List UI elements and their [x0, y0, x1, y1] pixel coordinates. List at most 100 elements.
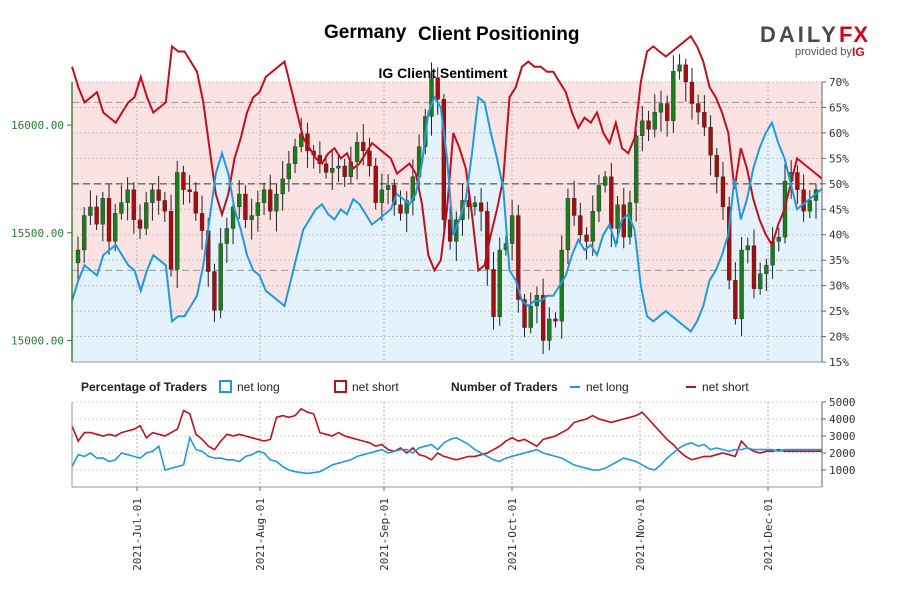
candle-body — [199, 213, 205, 231]
candle-body — [385, 185, 391, 190]
date-tick-label: 2021-Dec-01 — [762, 498, 775, 571]
legend-num-long: net long — [570, 380, 629, 394]
candle-body — [646, 120, 651, 130]
price-candles — [75, 53, 819, 355]
chart-subtitle: IG Client Sentiment — [378, 65, 508, 81]
candle-body — [578, 215, 583, 236]
net-long-pct-line — [71, 95, 823, 333]
candle-body — [94, 206, 99, 225]
short-square-icon — [334, 380, 347, 393]
sub-axes: 1000 2000 3000 4000 5000 — [71, 396, 856, 488]
ig-logo: IG — [852, 45, 865, 59]
date-tick-label: 2021-Sep-01 — [378, 498, 391, 571]
candle-body — [175, 172, 180, 270]
pct-tick-label: 45% — [829, 203, 849, 216]
date-tick-label: 2021-Jul-01 — [131, 498, 144, 571]
candle-body — [255, 202, 260, 216]
candle-body — [373, 165, 378, 203]
main-axes: 15% 20% 25% 30% 35% 40% 45% 50% 55% 60% 65% 70% 1500… — [11, 76, 849, 369]
logo-fx-text: FX — [838, 22, 870, 47]
pct-tick-label: 55% — [829, 152, 849, 165]
candle-body — [268, 189, 273, 212]
main-plot-background — [72, 82, 822, 363]
candle-body — [131, 189, 136, 220]
pct-tick-label: 65% — [829, 101, 849, 114]
candle-body — [292, 146, 298, 164]
count-tick-label: 5000 — [829, 396, 856, 409]
candle-body — [702, 112, 707, 128]
candle-body — [144, 202, 149, 229]
logo-daily-text: DAILY — [760, 22, 839, 47]
candle-body — [807, 200, 812, 212]
candle-body — [758, 273, 763, 289]
candle-body — [615, 204, 620, 229]
pct-tick-label: 50% — [829, 178, 849, 191]
candle-body — [249, 215, 254, 220]
pct-tick-label: 35% — [829, 254, 849, 267]
price-tick-label: 16000.00 — [11, 119, 64, 132]
candle-body — [745, 245, 750, 251]
net-short-count-line — [71, 407, 822, 461]
candle-body — [119, 202, 124, 214]
candle-body — [286, 163, 292, 180]
candle-body — [187, 189, 192, 192]
legend-pct-long: net long — [219, 380, 280, 394]
candle-body — [212, 271, 217, 311]
date-axis: 2021-Jul-01 2021-Aug-01 2021-Sep-01 2021-Oc… — [131, 487, 775, 571]
candle-body — [441, 99, 447, 220]
candle-body — [776, 236, 781, 242]
logo-provided-by: provided by — [795, 46, 852, 58]
candle-body — [565, 198, 571, 251]
candle-body — [795, 172, 800, 190]
candle-body — [429, 77, 434, 117]
candle-body — [137, 219, 143, 229]
candle-body — [553, 318, 558, 322]
long-line-icon — [570, 386, 580, 388]
pct-tick-label: 60% — [829, 127, 849, 140]
candle-body — [708, 127, 713, 156]
candle-body — [330, 168, 335, 173]
count-tick-label: 1000 — [829, 464, 856, 477]
candle-body — [571, 198, 577, 216]
candle-body — [516, 215, 521, 300]
candle-body — [88, 206, 93, 216]
count-tick-label: 2000 — [829, 447, 856, 460]
candle-body — [398, 204, 403, 214]
candle-body — [733, 280, 738, 320]
candle-body — [361, 142, 366, 152]
candle-body — [323, 163, 329, 173]
candle-body — [237, 193, 242, 208]
candle-body — [801, 189, 806, 212]
candle-body — [584, 234, 589, 242]
candle-body — [243, 193, 248, 220]
candle-body — [764, 264, 769, 274]
candle-body — [751, 245, 757, 289]
candle-body — [224, 228, 229, 244]
candle-body — [540, 295, 546, 341]
date-tick-label: 2021-Nov-01 — [634, 498, 647, 571]
candle-body — [671, 71, 676, 121]
candle-body — [181, 172, 186, 190]
candle-body — [150, 189, 155, 203]
candle-body — [528, 305, 533, 328]
sentiment-lines — [71, 34, 823, 333]
candle-body — [100, 198, 105, 225]
candle-body — [336, 165, 341, 169]
candle-body — [472, 202, 478, 208]
pct-tick-label: 40% — [829, 229, 849, 242]
candle-body — [230, 206, 236, 229]
count-tick-label: 4000 — [829, 413, 856, 426]
reference-lines — [72, 101, 822, 271]
candle-body — [218, 243, 223, 311]
candle-body — [596, 185, 602, 212]
price-tick-label: 15500.00 — [11, 227, 64, 240]
pct-tick-label: 30% — [829, 280, 849, 293]
candle-body — [602, 176, 608, 186]
candle-body — [509, 215, 515, 244]
candle-body — [435, 77, 440, 100]
candle-body — [497, 249, 502, 317]
candle-body — [634, 135, 639, 203]
long-square-icon — [219, 380, 232, 393]
candle-body — [367, 150, 372, 167]
